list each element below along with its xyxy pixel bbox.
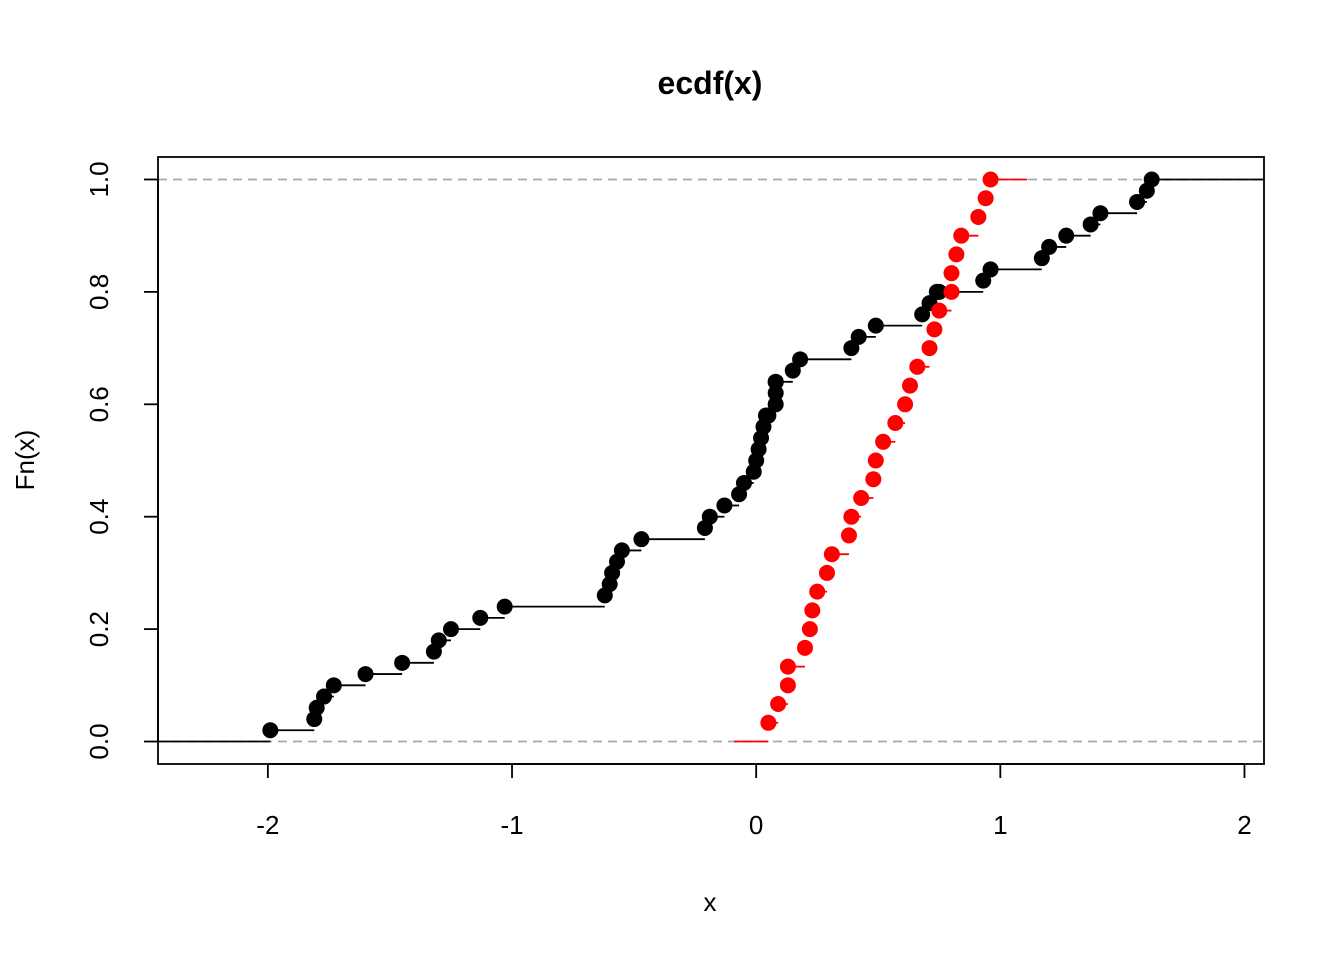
series-1-point <box>853 489 870 506</box>
series-1-point <box>760 714 777 731</box>
y-tick-label: 0.2 <box>84 611 114 647</box>
series-1-point <box>977 190 994 207</box>
series-0-point <box>262 722 279 739</box>
x-tick-label: -2 <box>256 810 279 840</box>
series-0-point <box>767 373 784 390</box>
series-1-point <box>909 358 926 375</box>
series-0-point <box>982 261 999 278</box>
series-1-point <box>921 340 938 357</box>
series-0-point <box>1041 238 1058 255</box>
series-0-point <box>472 609 489 626</box>
series-1-point <box>943 283 960 300</box>
series-0-point <box>1058 227 1075 244</box>
series-0-point <box>931 283 948 300</box>
series-1-point <box>897 396 914 413</box>
series-0-point <box>394 654 411 671</box>
series-0-point <box>1129 193 1146 210</box>
series-1-point <box>948 246 965 263</box>
x-tick-label: -1 <box>500 810 523 840</box>
y-tick-label: 0.6 <box>84 386 114 422</box>
x-tick-label: 0 <box>749 810 763 840</box>
series-0-point <box>430 632 447 649</box>
series-0-point <box>442 621 459 638</box>
y-tick-label: 1.0 <box>84 161 114 197</box>
series-1-point <box>796 639 813 656</box>
series-1-point <box>779 677 796 694</box>
series-1-point <box>982 171 999 188</box>
series-0-point <box>1082 216 1099 233</box>
series-1-point <box>926 321 943 338</box>
series-0-point <box>613 542 630 559</box>
series-0-point <box>633 531 650 548</box>
series-0-point <box>357 666 374 683</box>
y-tick-label: 0.8 <box>84 274 114 310</box>
series-1-point <box>818 564 835 581</box>
series-1-point <box>901 377 918 394</box>
series-0-point <box>701 508 718 525</box>
series-0-point <box>735 474 752 491</box>
series-1-point <box>931 302 948 319</box>
series-1-point <box>887 415 904 432</box>
x-axis-ticks: -2 -1 0 1 2 <box>256 763 1252 840</box>
series-1-point <box>804 602 821 619</box>
plot-area <box>158 171 1264 743</box>
series-0-point <box>767 385 784 402</box>
y-axis-ticks: 0.0 0.2 0.4 0.6 0.8 1.0 <box>84 161 159 760</box>
x-tick-label: 1 <box>993 810 1007 840</box>
chart-title: ecdf(x) <box>658 65 763 101</box>
x-axis: -2 -1 0 1 2 <box>256 763 1252 840</box>
series-0-point <box>316 688 333 705</box>
plot-frame <box>157 156 1265 765</box>
series-0-point <box>850 328 867 345</box>
series-0-point <box>867 317 884 334</box>
series-0-point <box>325 677 342 694</box>
series-1-point <box>809 583 826 600</box>
y-axis-label: Fn(x) <box>10 430 40 491</box>
series-0-point <box>496 598 513 615</box>
series-1-point <box>801 621 818 638</box>
series-0-point <box>1143 171 1160 188</box>
series-0-point <box>1092 205 1109 222</box>
x-axis-label: x <box>704 887 717 917</box>
series-1-point <box>823 546 840 563</box>
y-tick-label: 0.4 <box>84 499 114 535</box>
series-1 <box>734 171 1028 743</box>
series-1-point <box>875 433 892 450</box>
y-axis: 0.0 0.2 0.4 0.6 0.8 1.0 <box>84 161 159 760</box>
series-0-point <box>767 396 784 413</box>
series-0-point <box>716 497 733 514</box>
series-1-point <box>970 208 987 225</box>
x-tick-label: 2 <box>1237 810 1251 840</box>
series-1-point <box>843 508 860 525</box>
series-1-point <box>779 658 796 675</box>
series-1-point <box>867 452 884 469</box>
series-0 <box>158 171 1264 743</box>
series-1-point <box>953 227 970 244</box>
y-tick-label: 0.0 <box>84 723 114 759</box>
series-1-point <box>943 265 960 282</box>
series-1-point <box>840 527 857 544</box>
series-1-point <box>865 471 882 488</box>
series-0-point <box>792 351 809 368</box>
series-1-point <box>770 696 787 713</box>
